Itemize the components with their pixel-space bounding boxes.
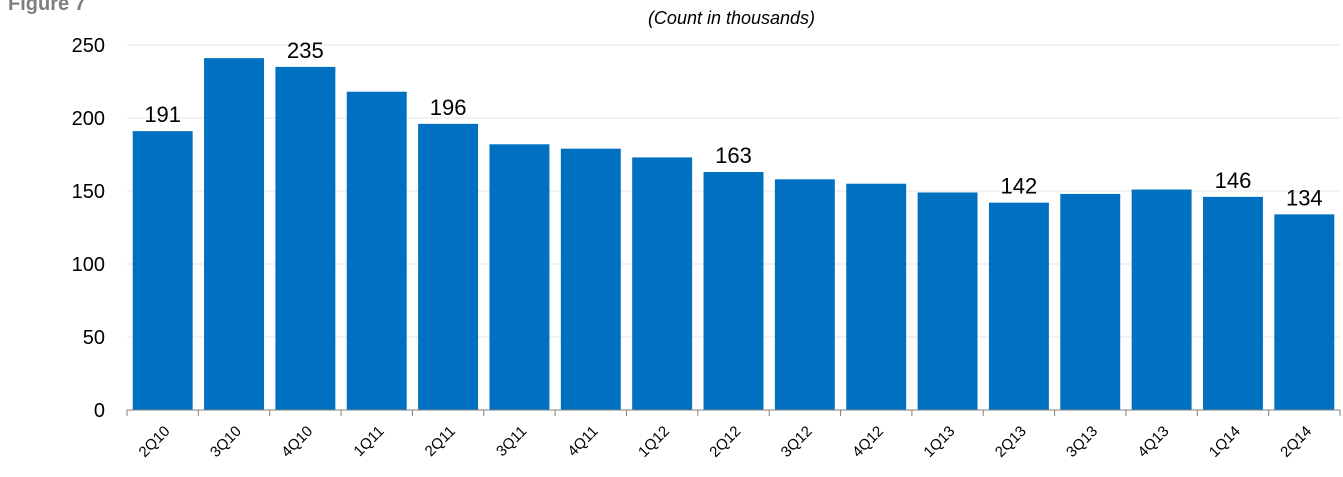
y-tick-label: 250	[72, 35, 105, 57]
x-tick-label: 1Q12	[635, 423, 673, 461]
x-tick-label: 2Q12	[706, 423, 744, 461]
bar	[1131, 189, 1192, 410]
bar	[489, 144, 550, 410]
x-tick-label: 3Q10	[207, 423, 245, 461]
data-label: 146	[1215, 168, 1252, 193]
bar	[1274, 214, 1335, 410]
data-label: 142	[1001, 174, 1038, 199]
bar	[774, 179, 835, 410]
x-tick-label: 4Q12	[849, 423, 887, 461]
bar	[988, 202, 1049, 410]
x-tick-label: 1Q13	[920, 423, 958, 461]
bar	[846, 183, 907, 410]
y-tick-label: 100	[72, 254, 105, 276]
bar	[132, 131, 193, 410]
bar	[917, 192, 978, 410]
x-tick-label: 1Q14	[1206, 423, 1244, 461]
data-label: 163	[715, 143, 752, 168]
x-tick-label: 3Q12	[778, 423, 816, 461]
data-label: 191	[144, 102, 181, 127]
bar	[1060, 193, 1121, 410]
bar	[703, 172, 764, 410]
data-labels: 191 235 196 163 142 146 134	[144, 38, 1322, 210]
bar	[632, 157, 693, 410]
bars	[132, 58, 1335, 411]
x-tick-label: 3Q13	[1063, 423, 1101, 461]
x-tick-label: 3Q11	[493, 423, 530, 460]
axes	[126, 409, 1341, 416]
y-tick-label: 50	[83, 327, 105, 349]
y-tick-label: 0	[94, 400, 105, 422]
x-tick-label: 1Q11	[350, 423, 387, 460]
y-tick-label: 150	[72, 181, 105, 203]
bar	[275, 66, 336, 411]
bar	[560, 148, 621, 410]
data-label: 235	[287, 38, 324, 63]
x-tick-label: 4Q10	[278, 423, 316, 461]
y-tick-label: 200	[72, 108, 105, 130]
data-label: 134	[1286, 185, 1323, 210]
data-label: 196	[430, 95, 467, 120]
chart-subtitle: (Count in thousands)	[647, 8, 816, 28]
x-tick-label: 2Q10	[136, 423, 174, 461]
x-tick-label: 2Q11	[422, 423, 459, 460]
bar	[418, 123, 479, 410]
x-tick-label: 4Q13	[1134, 423, 1172, 461]
bar	[204, 58, 264, 410]
x-tick-label: 2Q14	[1277, 423, 1315, 461]
y-tick-labels: 0 50 100 150 200 250	[72, 35, 105, 422]
x-tick-label: 2Q13	[992, 423, 1030, 461]
figure-label: Figure 7	[8, 0, 86, 15]
bar	[1203, 196, 1263, 410]
bar	[346, 91, 407, 410]
x-tick-labels: 2Q10 3Q10 4Q10 1Q11 2Q11 3Q11 4Q11 1Q12 2Q12 3Q12…	[136, 423, 1316, 461]
x-tick-label: 4Q11	[564, 423, 601, 460]
